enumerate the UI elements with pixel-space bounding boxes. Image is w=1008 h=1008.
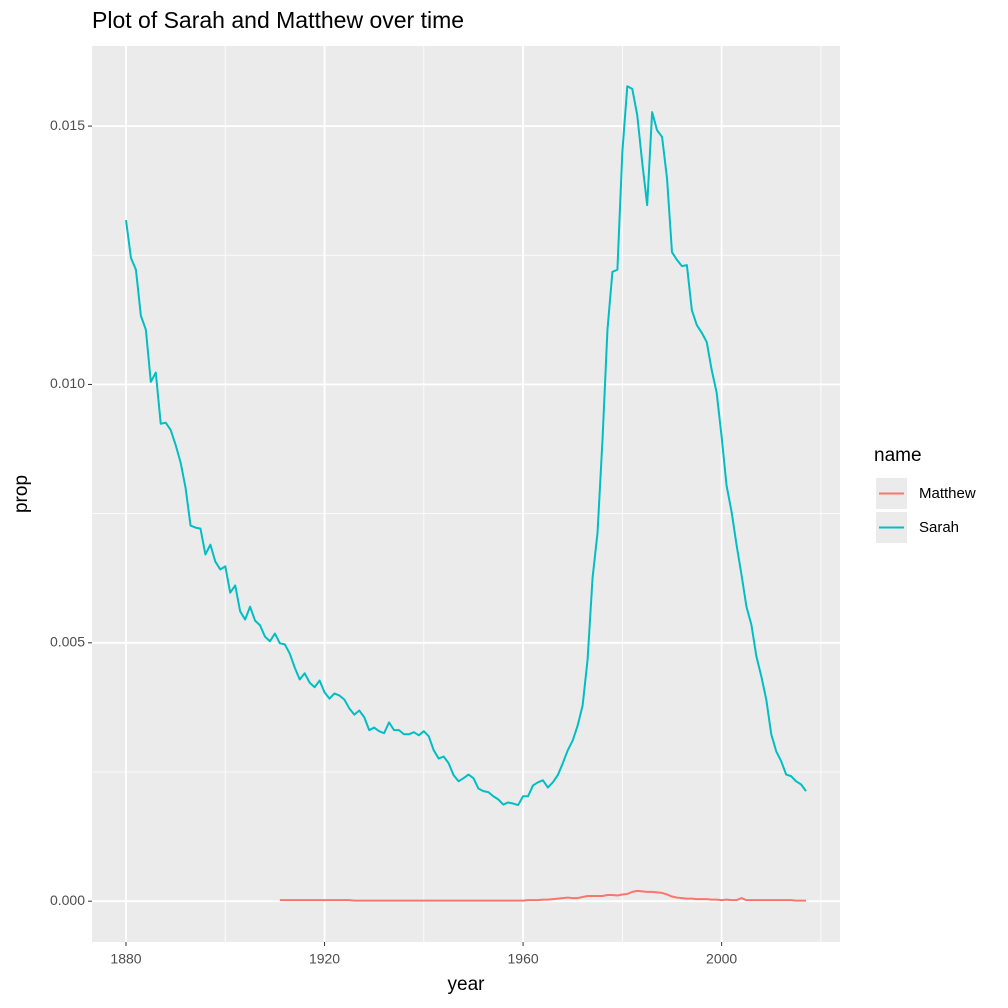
legend-label: Sarah bbox=[919, 519, 959, 536]
legend: Matthew Sarah bbox=[876, 478, 976, 543]
x-tick-label: 1960 bbox=[508, 951, 539, 967]
x-axis-title: year bbox=[448, 974, 486, 995]
series-line bbox=[279, 889, 806, 902]
legend-title: name bbox=[874, 445, 922, 466]
x-tick-label: 2000 bbox=[706, 951, 737, 967]
legend-label: Matthew bbox=[919, 485, 976, 502]
y-tick-label: 0.010 bbox=[50, 375, 85, 391]
chart-title: Plot of Sarah and Matthew over time bbox=[92, 7, 464, 33]
lines bbox=[125, 85, 807, 902]
y-tick-label: 0.015 bbox=[50, 117, 85, 133]
plot-panel bbox=[92, 46, 840, 942]
x-tick-label: 1920 bbox=[309, 951, 340, 967]
y-tick-label: 0.005 bbox=[50, 634, 85, 650]
y-axis-title: prop bbox=[11, 475, 32, 513]
series-line bbox=[125, 85, 807, 807]
y-tick-label: 0.000 bbox=[50, 892, 85, 908]
x-tick-label: 1880 bbox=[110, 951, 141, 967]
